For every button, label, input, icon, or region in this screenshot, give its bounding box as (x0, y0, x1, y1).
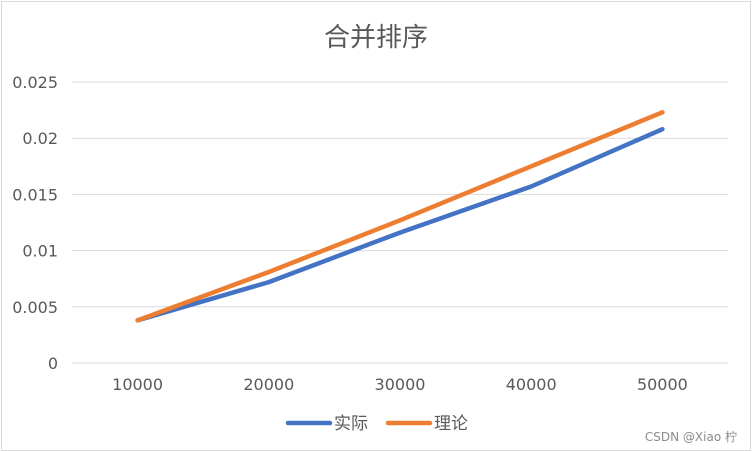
x-tick-label: 30000 (375, 375, 426, 394)
y-tick-label: 0.025 (12, 73, 58, 92)
x-tick-label: 50000 (637, 375, 688, 394)
y-tick-label: 0.01 (22, 242, 58, 261)
legend-label: 理论 (434, 414, 468, 434)
series-lines (135, 110, 665, 323)
x-tick-label: 20000 (243, 375, 294, 394)
y-tick-label: 0 (48, 354, 58, 373)
y-axis-ticks: 0 0.005 0.01 0.015 0.02 0.025 (12, 73, 58, 373)
y-tick-label: 0.005 (12, 298, 58, 317)
legend-label: 实际 (334, 414, 368, 434)
y-tick-label: 0.02 (22, 129, 58, 148)
chart-title: 合并排序 (324, 23, 428, 53)
x-axis-ticks: 10000 20000 30000 40000 50000 (112, 375, 688, 394)
legend: 实际 理论 (285, 414, 468, 434)
x-tick-label: 10000 (112, 375, 163, 394)
series-line-0 (135, 126, 665, 323)
watermark: CSDN @Xiao 柠 (645, 429, 737, 444)
series-line-1 (135, 110, 665, 323)
y-tick-label: 0.015 (12, 185, 58, 204)
x-tick-label: 40000 (506, 375, 557, 394)
